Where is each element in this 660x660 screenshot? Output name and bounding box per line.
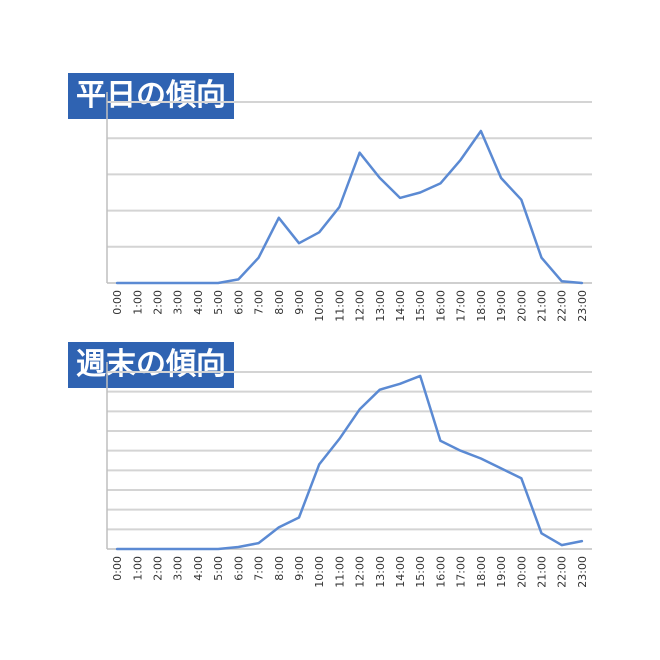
weekday-x-tick-label: 8:00 — [273, 290, 286, 315]
weekday-x-tick-label: 3:00 — [172, 290, 185, 315]
weekday-x-tick-label: 19:00 — [495, 290, 508, 322]
weekend-x-tick-label: 21:00 — [535, 556, 548, 588]
weekday-x-tick-label: 14:00 — [394, 290, 407, 322]
weekend-x-tick-label: 20:00 — [515, 556, 528, 588]
weekday-x-tick-label: 18:00 — [475, 290, 488, 322]
weekday-x-tick-label: 12:00 — [354, 290, 367, 322]
weekday-x-tick-label: 13:00 — [374, 290, 387, 322]
weekend-x-tick-label: 23:00 — [576, 556, 589, 588]
weekday-x-tick-label: 20:00 — [515, 290, 528, 322]
weekend-x-tick-label: 15:00 — [414, 556, 427, 588]
weekday-x-tick-label: 7:00 — [253, 290, 266, 315]
weekend-x-tick-label: 19:00 — [495, 556, 508, 588]
weekend-x-tick-label: 11:00 — [333, 556, 346, 588]
weekday-x-tick-label: 10:00 — [313, 290, 326, 322]
weekday-x-tick-label: 1:00 — [131, 290, 144, 315]
weekday-x-tick-label: 15:00 — [414, 290, 427, 322]
chart-title-weekend: 週末の傾向 — [68, 342, 234, 388]
weekday-x-tick-label: 5:00 — [212, 290, 225, 315]
weekend-x-tick-label: 22:00 — [556, 556, 569, 588]
weekend-series-line — [115, 374, 584, 551]
weekday-x-tick-label: 21:00 — [535, 290, 548, 322]
weekday-x-tick-label: 16:00 — [434, 290, 447, 322]
weekday-x-tick-label: 4:00 — [192, 290, 205, 315]
weekend-x-tick-label: 4:00 — [192, 556, 205, 581]
weekend-x-tick-label: 10:00 — [313, 556, 326, 588]
weekday-x-tick-label: 2:00 — [152, 290, 165, 315]
weekday-x-tick-label: 11:00 — [333, 290, 346, 322]
weekend-x-tick-label: 0:00 — [111, 556, 124, 581]
weekend-x-tick-label: 6:00 — [232, 556, 245, 581]
weekend-x-tick-label: 12:00 — [354, 556, 367, 588]
weekday-series-line — [115, 129, 584, 285]
weekday-x-tick-label: 17:00 — [455, 290, 468, 322]
weekday-x-tick-label: 0:00 — [111, 290, 124, 315]
weekend-x-tick-label: 9:00 — [293, 556, 306, 581]
weekday-x-tick-label: 9:00 — [293, 290, 306, 315]
chart-title-weekday: 平日の傾向 — [68, 73, 234, 119]
weekend-x-tick-label: 7:00 — [253, 556, 266, 581]
weekend-x-tick-label: 14:00 — [394, 556, 407, 588]
weekday-x-tick-label: 6:00 — [232, 290, 245, 315]
weekday-x-tick-label: 23:00 — [576, 290, 589, 322]
weekend-x-tick-label: 13:00 — [374, 556, 387, 588]
weekend-x-tick-label: 5:00 — [212, 556, 225, 581]
weekend-x-tick-label: 17:00 — [455, 556, 468, 588]
weekend-x-tick-label: 1:00 — [131, 556, 144, 581]
weekend-x-tick-label: 16:00 — [434, 556, 447, 588]
weekday-x-tick-label: 22:00 — [556, 290, 569, 322]
weekend-x-tick-label: 18:00 — [475, 556, 488, 588]
weekend-x-tick-label: 2:00 — [152, 556, 165, 581]
weekend-x-tick-label: 3:00 — [172, 556, 185, 581]
weekend-x-tick-label: 8:00 — [273, 556, 286, 581]
